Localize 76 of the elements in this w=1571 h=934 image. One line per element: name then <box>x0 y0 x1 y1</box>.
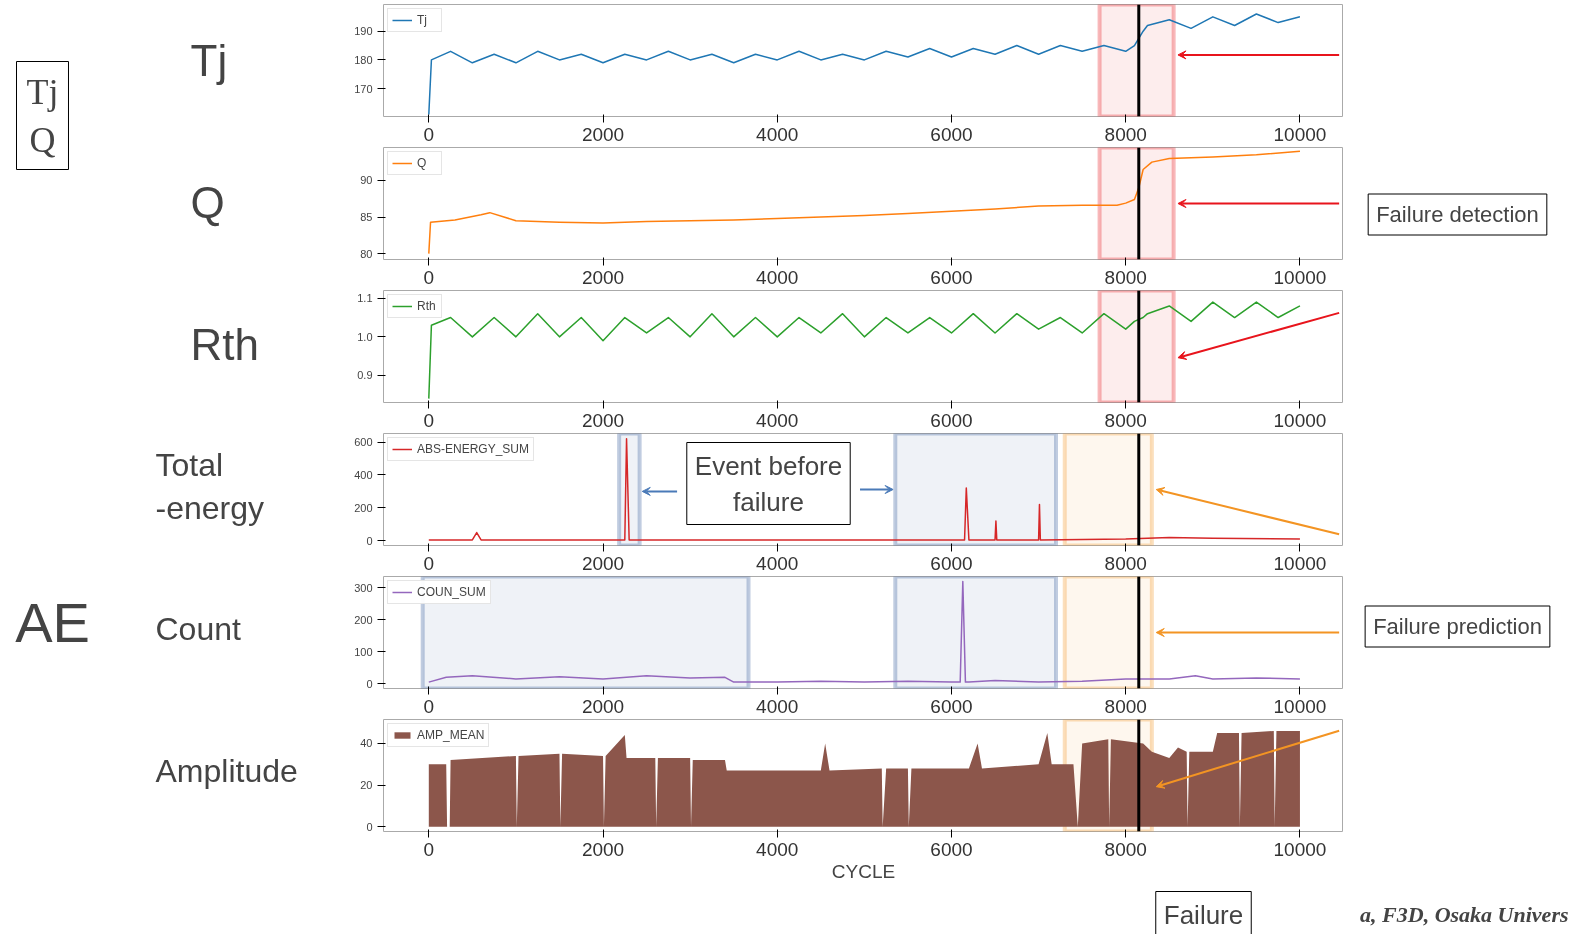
x-tick-label: 0 <box>423 552 435 574</box>
y-tick-label: 90 <box>360 174 373 187</box>
x-tick-label: 6000 <box>930 266 973 288</box>
legend-label: Rth <box>417 299 437 313</box>
x-tick-label: 10000 <box>1273 552 1327 574</box>
y-axis-title: Total -energy <box>155 446 264 527</box>
y-tick-label: 200 <box>354 501 373 514</box>
y-axis-title: Rth <box>190 320 259 369</box>
y-tick-label: 100 <box>354 645 373 658</box>
legend-label: COUN_SUM <box>417 585 486 599</box>
x-tick-label: 6000 <box>930 695 973 717</box>
x-tick-label: 6000 <box>930 552 973 574</box>
y-tick-label: 200 <box>354 613 373 626</box>
x-tick-label: 2000 <box>581 552 625 574</box>
legend-label: AMP_MEAN <box>417 728 485 742</box>
y-tick-label: 0 <box>366 820 373 833</box>
x-tick-label: 0 <box>423 409 435 431</box>
x-tick-label: 6000 <box>930 409 973 431</box>
legend-label: ABS-ENERGY_SUM <box>417 442 530 456</box>
x-tick-label: 8000 <box>1104 695 1147 717</box>
x-tick-label: 2000 <box>581 695 625 717</box>
y-tick-label: 0 <box>366 677 373 690</box>
y-tick-label: 1.1 <box>357 292 373 305</box>
y-tick-label: 20 <box>360 779 373 792</box>
x-tick-label: 4000 <box>756 266 799 288</box>
y-axis-title: Amplitude <box>155 752 298 789</box>
x-tick-label: 4000 <box>756 409 799 431</box>
x-tick-label: 10000 <box>1273 695 1327 717</box>
x-tick-label: 0 <box>423 266 435 288</box>
y-tick-label: 190 <box>354 25 373 38</box>
text: Failure prediction <box>1373 614 1542 639</box>
y-tick-label: 600 <box>354 436 373 449</box>
x-tick-label: 4000 <box>756 838 799 860</box>
y-axis-title: Q <box>190 178 225 227</box>
text: Failure <box>1163 899 1244 930</box>
x-axis-title: CYCLE <box>831 860 896 882</box>
annotation: Event before failure <box>694 450 843 517</box>
x-tick-label: 2000 <box>581 409 625 431</box>
y-tick-label: 0.9 <box>357 369 373 382</box>
x-tick-label: 8000 <box>1104 409 1147 431</box>
x-tick-label: 8000 <box>1104 123 1147 145</box>
legend-label: Tj <box>417 13 428 27</box>
x-tick-label: 2000 <box>581 123 625 145</box>
y-tick-label: 170 <box>354 82 373 95</box>
y-tick-label: 180 <box>354 53 373 66</box>
text: AE <box>15 591 90 654</box>
x-tick-label: 10000 <box>1273 838 1327 860</box>
x-tick-label: 8000 <box>1104 266 1147 288</box>
y-axis-title: Count <box>155 610 241 647</box>
x-tick-label: 10000 <box>1273 409 1327 431</box>
y-tick-label: 0 <box>366 534 373 547</box>
x-tick-label: 10000 <box>1273 266 1327 288</box>
y-tick-label: 85 <box>360 211 373 224</box>
x-tick-label: 2000 <box>581 266 625 288</box>
legend-label: Q <box>417 156 428 170</box>
x-tick-label: 0 <box>423 838 435 860</box>
x-tick-label: 2000 <box>581 838 625 860</box>
x-tick-label: 0 <box>423 123 435 145</box>
text: a, F3D, Osaka Univers <box>1360 902 1569 927</box>
y-tick-label: 40 <box>360 737 373 750</box>
text: Tj Q <box>26 71 59 160</box>
y-tick-label: 400 <box>354 468 373 481</box>
y-tick-label: 300 <box>354 581 373 594</box>
x-tick-label: 4000 <box>756 552 799 574</box>
x-tick-label: 4000 <box>756 695 799 717</box>
y-tick-label: 1.0 <box>357 330 373 343</box>
x-tick-label: 6000 <box>930 123 973 145</box>
y-tick-label: 80 <box>360 247 373 260</box>
text: Failure detection <box>1376 202 1539 227</box>
y-axis-title: Tj <box>190 36 228 85</box>
x-tick-label: 8000 <box>1104 552 1147 574</box>
x-tick-label: 4000 <box>756 123 799 145</box>
x-tick-label: 8000 <box>1104 838 1147 860</box>
x-tick-label: 0 <box>423 695 435 717</box>
x-tick-label: 10000 <box>1273 123 1327 145</box>
x-tick-label: 6000 <box>930 838 973 860</box>
